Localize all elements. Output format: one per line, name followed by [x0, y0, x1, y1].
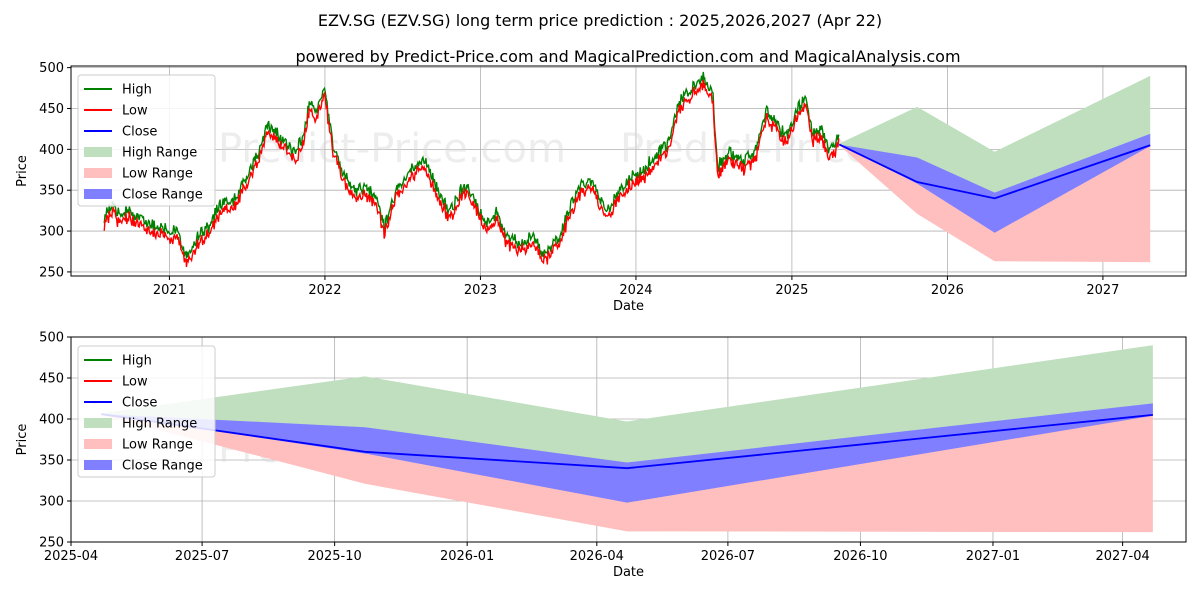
x-tick-label: 2023: [464, 283, 497, 298]
legend: High Low Close High Range Low Range Close Ran…: [77, 345, 216, 478]
chart-subtitle: powered by Predict-Price.com and Magical…: [295, 47, 960, 66]
y-axis-label: Price: [15, 155, 30, 187]
y-tick-label: 400: [39, 413, 64, 428]
legend-swatch: [84, 418, 112, 428]
x-tick-label: 2026-01: [440, 549, 494, 564]
x-tick-label: 2022: [308, 283, 341, 298]
y-tick-label: 250: [39, 536, 64, 551]
close-range-band: [839, 133, 1151, 233]
x-tick-label: 2021: [153, 283, 186, 298]
y-tick-label: 450: [39, 102, 64, 117]
close-forecast-line: [838, 143, 1151, 200]
y-tick-label: 250: [39, 265, 64, 280]
y-tick-label: 500: [39, 61, 64, 76]
x-tick-label: 2025-10: [307, 549, 361, 564]
y-tick-label: 350: [39, 454, 64, 469]
legend-label: Close: [122, 125, 157, 140]
y-tick-label: 300: [39, 495, 64, 510]
forecast-zoom-panel: 2025-04 2025-07 2025-10 2026-01 2026-04 2026-…: [15, 331, 1187, 580]
legend-label: Close: [122, 396, 157, 411]
x-tick-label: 2026-10: [833, 549, 887, 564]
watermark-text: Predict-Price.com: [218, 276, 566, 322]
x-axis-label: Date: [613, 299, 644, 314]
legend-label: Low Range: [122, 438, 193, 453]
axes-frame: [70, 336, 1187, 543]
y-tick-label: 350: [39, 184, 64, 199]
x-tick-label: 2025: [775, 283, 808, 298]
legend-label: High Range: [122, 417, 197, 432]
legend-swatch: [84, 189, 112, 199]
x-tick-label: 2026: [931, 283, 964, 298]
x-tick-label: 2027-04: [1095, 549, 1149, 564]
watermark-text: Predict-Price.com: [218, 126, 566, 172]
x-tick-label: 2025-04: [44, 549, 98, 564]
legend-swatch: [84, 147, 112, 157]
plot-area: Predict-Price.com Predict-Price.comPredic…: [103, 71, 1151, 322]
legend-label: Close Range: [122, 459, 203, 474]
axes-frame: [70, 65, 1187, 277]
long-term-panel: 2021 2022 2023 2024 2025 2026 2027 250 300 350 400…: [15, 61, 1187, 322]
x-tick-label: 2027: [1086, 283, 1119, 298]
chart-title: EZV.SG (EZV.SG) long term price predicti…: [318, 11, 882, 30]
close-range-band: [101, 403, 1153, 503]
x-tick-label: 2026-07: [701, 549, 755, 564]
x-tick-label: 2026-04: [570, 549, 624, 564]
close-forecast-line: [101, 413, 1153, 470]
legend-box: [77, 345, 216, 478]
legend-label: High Range: [122, 146, 197, 161]
y-tick-label: 500: [39, 331, 64, 346]
legend-label: Low: [122, 104, 148, 119]
x-axis-label: Date: [613, 565, 644, 580]
legend-label: Close Range: [122, 188, 203, 203]
y-axis-label: Price: [15, 424, 30, 456]
legend-label: Low: [122, 375, 148, 390]
legend-swatch: [84, 168, 112, 178]
x-tick-label: 2024: [619, 283, 652, 298]
y-tick-label: 300: [39, 225, 64, 240]
y-tick-label: 400: [39, 143, 64, 158]
legend-swatch: [84, 460, 112, 470]
y-tick-label: 450: [39, 372, 64, 387]
legend-swatch: [84, 439, 112, 449]
legend-label: Low Range: [122, 167, 193, 182]
legend-box: [77, 74, 216, 207]
x-tick-label: 2025-07: [175, 549, 229, 564]
legend-label: High: [122, 83, 152, 98]
low-history-line: [103, 79, 840, 267]
legend-label: High: [122, 354, 152, 369]
legend: High Low Close High Range Low Range Close Ran…: [77, 74, 216, 207]
x-tick-label: 2027-01: [966, 549, 1020, 564]
